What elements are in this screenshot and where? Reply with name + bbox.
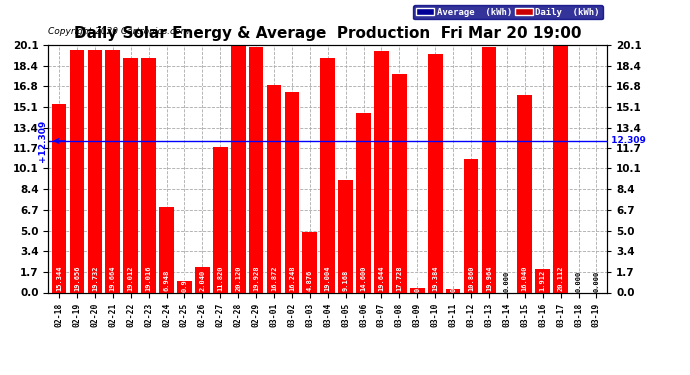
- Text: 19.644: 19.644: [379, 265, 384, 291]
- Text: 4.876: 4.876: [307, 269, 313, 291]
- Bar: [124, 58, 138, 292]
- Bar: [428, 54, 442, 292]
- Bar: [320, 58, 335, 292]
- Text: 20.112: 20.112: [558, 265, 564, 291]
- Text: 19.384: 19.384: [432, 265, 438, 291]
- Bar: [266, 85, 282, 292]
- Bar: [482, 46, 496, 292]
- Text: 19.928: 19.928: [253, 265, 259, 291]
- Bar: [410, 288, 424, 292]
- Text: 15.344: 15.344: [56, 265, 62, 291]
- Legend: Average  (kWh), Daily  (kWh): Average (kWh), Daily (kWh): [413, 5, 602, 20]
- Bar: [553, 45, 568, 292]
- Text: 19.012: 19.012: [128, 265, 134, 291]
- Text: +12.309: +12.309: [37, 120, 46, 162]
- Text: 9.168: 9.168: [343, 269, 348, 291]
- Text: 19.656: 19.656: [74, 265, 80, 291]
- Text: 12.309: 12.309: [605, 136, 647, 146]
- Bar: [249, 47, 264, 292]
- Text: 0.968: 0.968: [181, 271, 188, 292]
- Bar: [518, 95, 532, 292]
- Bar: [106, 50, 120, 292]
- Text: 16.248: 16.248: [289, 265, 295, 291]
- Bar: [284, 92, 299, 292]
- Text: 10.860: 10.860: [468, 265, 474, 291]
- Bar: [159, 207, 174, 292]
- Bar: [446, 290, 460, 292]
- Bar: [195, 267, 210, 292]
- Text: 0.000: 0.000: [593, 271, 600, 292]
- Text: Copyright 2020 Cartronics.com: Copyright 2020 Cartronics.com: [48, 27, 190, 36]
- Text: 20.120: 20.120: [235, 265, 242, 291]
- Bar: [374, 51, 389, 292]
- Text: 19.732: 19.732: [92, 265, 98, 291]
- Bar: [535, 269, 550, 292]
- Text: 19.964: 19.964: [486, 265, 492, 291]
- Text: 0.248: 0.248: [450, 271, 456, 292]
- Bar: [141, 58, 156, 292]
- Bar: [392, 74, 406, 292]
- Bar: [464, 159, 478, 292]
- Text: 16.872: 16.872: [271, 265, 277, 291]
- Title: Daily Solar Energy & Average  Production  Fri Mar 20 19:00: Daily Solar Energy & Average Production …: [74, 26, 582, 41]
- Text: 16.040: 16.040: [522, 265, 528, 291]
- Text: 0.000: 0.000: [504, 271, 510, 292]
- Bar: [338, 180, 353, 292]
- Text: 17.728: 17.728: [396, 265, 402, 291]
- Text: 0.384: 0.384: [414, 271, 420, 292]
- Text: 19.016: 19.016: [146, 265, 152, 291]
- Text: 11.820: 11.820: [217, 265, 224, 291]
- Bar: [213, 147, 228, 292]
- Text: 1.912: 1.912: [540, 269, 546, 291]
- Text: 14.600: 14.600: [361, 265, 366, 291]
- Text: 19.004: 19.004: [325, 265, 331, 291]
- Text: 2.040: 2.040: [199, 269, 206, 291]
- Text: 19.664: 19.664: [110, 265, 116, 291]
- Bar: [70, 51, 84, 292]
- Bar: [231, 45, 246, 292]
- Text: 6.948: 6.948: [164, 269, 170, 291]
- Bar: [88, 50, 102, 292]
- Bar: [356, 113, 371, 292]
- Bar: [302, 232, 317, 292]
- Bar: [52, 104, 66, 292]
- Bar: [177, 280, 192, 292]
- Text: 0.000: 0.000: [575, 271, 582, 292]
